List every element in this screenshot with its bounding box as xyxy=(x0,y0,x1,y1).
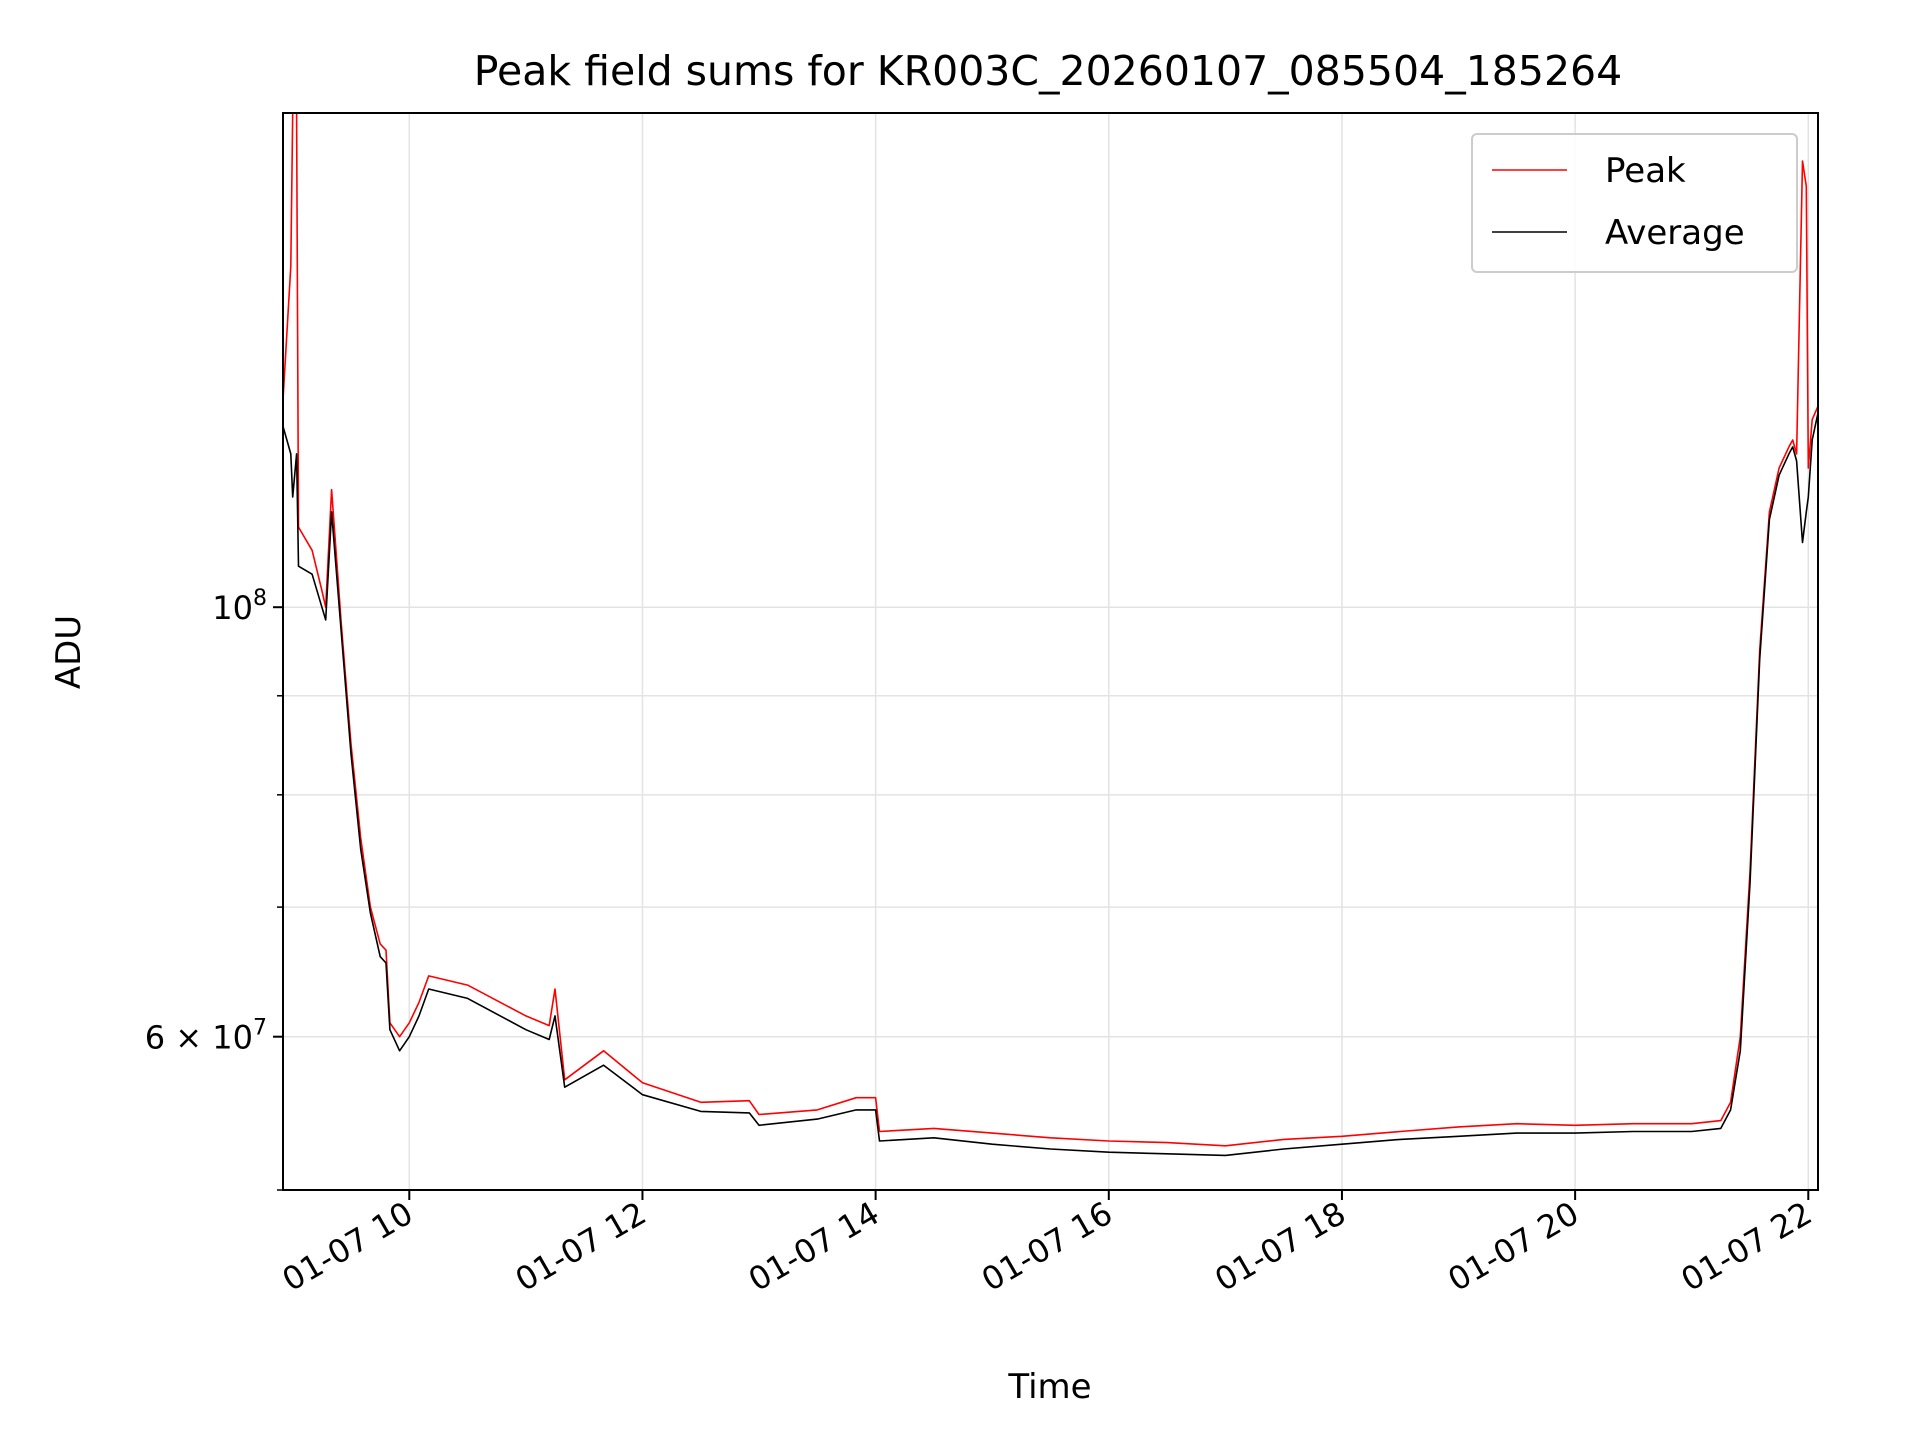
plot-frame xyxy=(282,112,1819,1191)
y-tick-label: 6 × 107 xyxy=(145,1016,267,1057)
legend-label-average: Average xyxy=(1605,213,1745,253)
legend: Peak Average xyxy=(1471,133,1798,273)
series-line-average xyxy=(283,412,1818,1157)
y-axis-label: ADU xyxy=(49,615,89,689)
chart-title: Peak field sums for KR003C_20260107_0855… xyxy=(474,47,1622,95)
plot-area xyxy=(283,113,1818,1190)
series-layer xyxy=(283,113,1818,1157)
legend-box xyxy=(1471,133,1798,273)
x-axis-label: Time xyxy=(1007,1367,1091,1407)
legend-label-peak: Peak xyxy=(1605,151,1686,191)
